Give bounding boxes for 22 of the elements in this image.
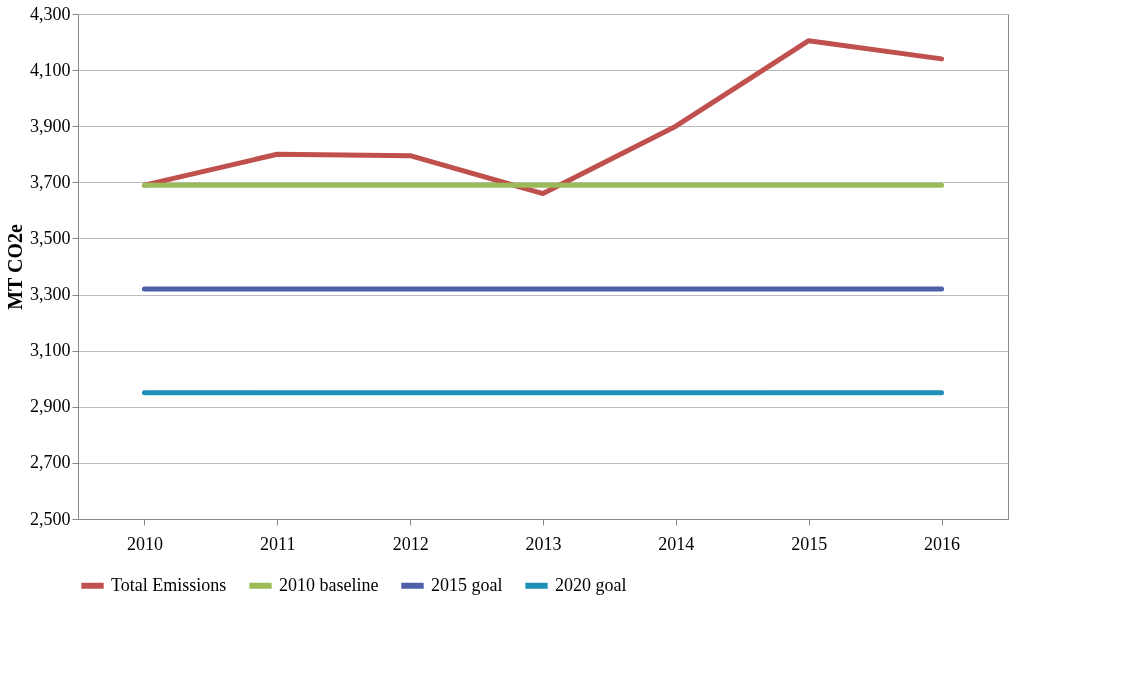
y-tick-label: 3,300 [30, 284, 71, 305]
y-tick-label: 4,100 [30, 59, 71, 80]
x-tick-label: 2011 [260, 533, 296, 554]
y-tick-label: 3,900 [30, 115, 71, 136]
legend-label: Total Emissions [111, 574, 227, 595]
legend-label: 2020 goal [555, 574, 627, 595]
y-tick-label: 2,500 [30, 508, 71, 529]
x-tick-label: 2012 [392, 533, 429, 554]
y-tick-label: 2,700 [30, 452, 71, 473]
x-tick-label: 2010 [126, 533, 163, 554]
legend-label: 2015 goal [431, 574, 503, 595]
x-tick-label: 2013 [525, 533, 562, 554]
legend-label: 2010 baseline [279, 574, 379, 595]
y-tick-label: 3,100 [30, 340, 71, 361]
x-tick-label: 2014 [658, 533, 695, 554]
y-tick-label: 4,300 [30, 3, 71, 24]
y-tick-label: 3,500 [30, 227, 71, 248]
x-tick-label: 2015 [791, 533, 828, 554]
x-tick-label: 2016 [924, 533, 961, 554]
y-tick-label: 3,700 [30, 171, 71, 192]
y-tick-label: 2,900 [30, 396, 71, 417]
y-axis-title: MT CO2e [4, 224, 26, 310]
